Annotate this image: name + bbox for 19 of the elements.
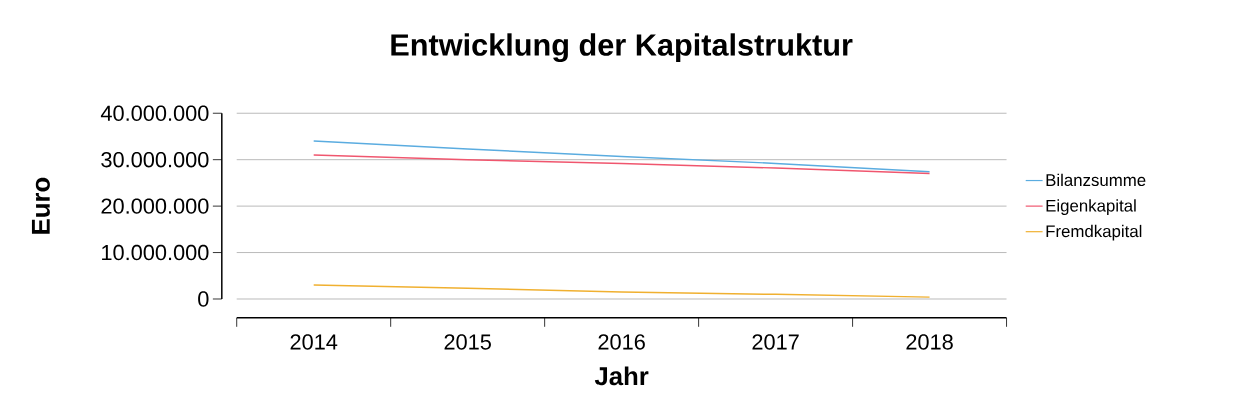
- y-tick-label: 20.000.000: [101, 198, 209, 214]
- x-tick-label: 2015: [444, 334, 491, 350]
- line-series: [312, 154, 931, 175]
- x-tick-label: 2014: [290, 334, 338, 350]
- chart-title: Entwicklung der Kapitalstruktur: [391, 33, 853, 62]
- y-axis-title: Euro: [31, 177, 50, 234]
- legend-label: Fremdkapital: [1046, 224, 1142, 241]
- x-tick-label: 2018: [906, 334, 953, 350]
- line-series: [312, 284, 931, 298]
- legend-label: Bilanzsumme: [1046, 173, 1146, 186]
- legend-label: Eigenkapital: [1046, 199, 1136, 215]
- y-tick-label: 0: [198, 291, 209, 307]
- x-tick-label: 2017: [752, 334, 799, 350]
- line-series: [312, 140, 931, 173]
- x-axis-title: Jahr: [594, 366, 649, 386]
- y-tick-label: 30.000.000: [101, 151, 209, 168]
- y-tick-label: 40.000.000: [100, 105, 209, 121]
- y-tick-label: 10.000.000: [102, 244, 209, 261]
- x-tick-label: 2016: [598, 334, 645, 350]
